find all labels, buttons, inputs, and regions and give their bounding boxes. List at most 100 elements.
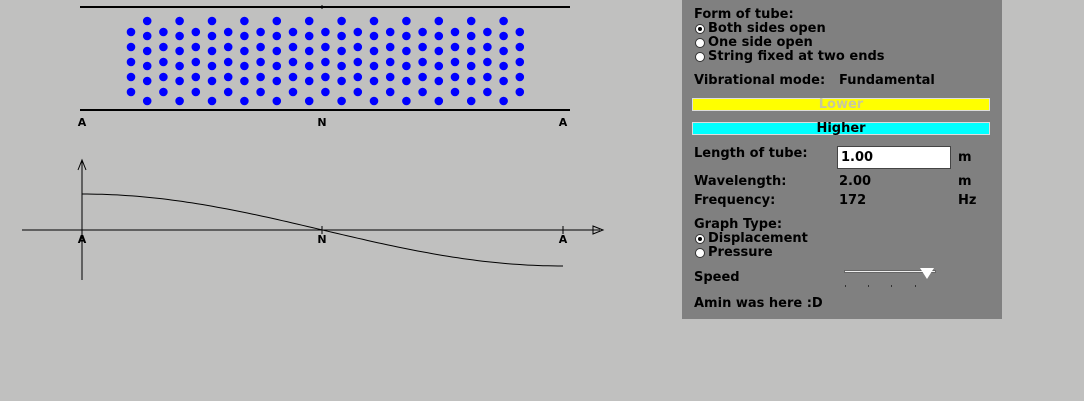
form-option-label: String fixed at two ends — [708, 49, 885, 64]
air-particle — [515, 27, 525, 37]
length-label: Length of tube: — [694, 146, 808, 161]
air-particle — [483, 42, 492, 52]
air-particle — [353, 72, 363, 82]
air-particle — [418, 72, 427, 82]
air-particle — [450, 87, 460, 97]
air-particle — [223, 27, 233, 37]
simulation-canvas: A N A A N A — [22, 5, 605, 280]
air-particle — [515, 42, 525, 52]
speed-slider-tick — [891, 285, 892, 287]
air-particle — [288, 57, 298, 67]
air-particle — [175, 16, 184, 26]
air-particle — [223, 57, 233, 67]
air-particle — [304, 76, 314, 86]
tube-diagram: A N A — [78, 5, 570, 129]
air-particle — [466, 31, 476, 41]
air-particle — [191, 87, 201, 97]
air-particle — [191, 42, 201, 52]
air-particle — [353, 42, 363, 52]
air-particle — [418, 42, 427, 52]
air-particle — [159, 87, 168, 97]
air-particle — [515, 57, 525, 67]
speed-slider-thumb[interactable] — [919, 268, 934, 279]
tube-label-node: N — [317, 116, 326, 129]
lower-mode-button[interactable]: Lower — [692, 98, 990, 111]
length-unit: m — [958, 150, 972, 165]
air-particle — [434, 16, 444, 26]
air-particle — [499, 76, 508, 86]
graph-option-label: Pressure — [708, 245, 773, 260]
air-particle — [385, 57, 395, 67]
air-particle — [385, 27, 395, 37]
speed-label: Speed — [694, 270, 740, 285]
air-particle — [288, 87, 298, 97]
air-particle — [142, 61, 152, 71]
air-particle — [353, 87, 363, 97]
air-particle — [337, 16, 346, 26]
higher-mode-button[interactable]: Higher — [692, 122, 990, 135]
air-particle — [304, 61, 314, 71]
air-particle — [450, 57, 460, 67]
air-particle — [499, 16, 508, 26]
radio-string-fixed[interactable] — [695, 52, 705, 62]
radio-one-open[interactable] — [695, 38, 705, 48]
air-particle — [418, 27, 427, 37]
air-particle — [434, 61, 444, 71]
air-particle — [256, 57, 265, 67]
air-particle — [402, 31, 411, 41]
graph-label-left-antinode: A — [78, 233, 87, 246]
air-particle — [321, 42, 330, 52]
radio-pressure[interactable] — [695, 248, 705, 258]
air-particle — [483, 57, 492, 67]
air-particle — [304, 96, 314, 106]
air-particle — [175, 46, 184, 56]
air-particle — [369, 96, 379, 106]
air-particle — [240, 46, 249, 56]
air-particle — [483, 27, 492, 37]
air-particle — [223, 42, 233, 52]
air-particle — [466, 16, 476, 26]
air-particle — [466, 61, 476, 71]
radio-both-open[interactable] — [695, 24, 705, 34]
air-particle — [499, 46, 508, 56]
air-particle — [321, 87, 330, 97]
air-particle — [175, 31, 184, 41]
air-particle — [304, 16, 314, 26]
air-particle — [337, 76, 346, 86]
air-particle — [142, 76, 152, 86]
air-particle — [402, 61, 411, 71]
air-particle — [126, 57, 136, 67]
air-particle — [207, 96, 217, 106]
air-particle — [272, 76, 282, 86]
air-particle — [337, 61, 346, 71]
air-particle — [207, 61, 217, 71]
air-particle — [272, 96, 282, 106]
frequency-unit: Hz — [958, 193, 977, 208]
air-particle — [288, 42, 298, 52]
graph-label-node: N — [317, 233, 326, 246]
wavelength-value: 2.00 — [839, 174, 872, 189]
form-of-tube-title: Form of tube: — [694, 7, 794, 22]
air-particle — [175, 76, 184, 86]
air-particle — [207, 31, 217, 41]
air-particle — [240, 61, 249, 71]
air-particle — [272, 46, 282, 56]
air-particle — [515, 87, 525, 97]
graph-x-axis-arrow — [592, 225, 605, 235]
speed-slider-track[interactable] — [844, 270, 936, 273]
frequency-label: Frequency: — [694, 193, 776, 208]
air-particle — [142, 46, 152, 56]
air-particle — [434, 76, 444, 86]
speed-slider-tick — [845, 285, 846, 287]
air-particle — [483, 87, 492, 97]
radio-displacement[interactable] — [695, 234, 705, 244]
air-particle — [256, 42, 265, 52]
length-input[interactable] — [837, 146, 951, 169]
air-particle — [256, 87, 265, 97]
air-particle — [483, 72, 492, 82]
air-particle — [466, 96, 476, 106]
air-particle — [142, 16, 152, 26]
air-particle — [142, 96, 152, 106]
air-particle — [402, 16, 411, 26]
air-particle — [402, 46, 411, 56]
